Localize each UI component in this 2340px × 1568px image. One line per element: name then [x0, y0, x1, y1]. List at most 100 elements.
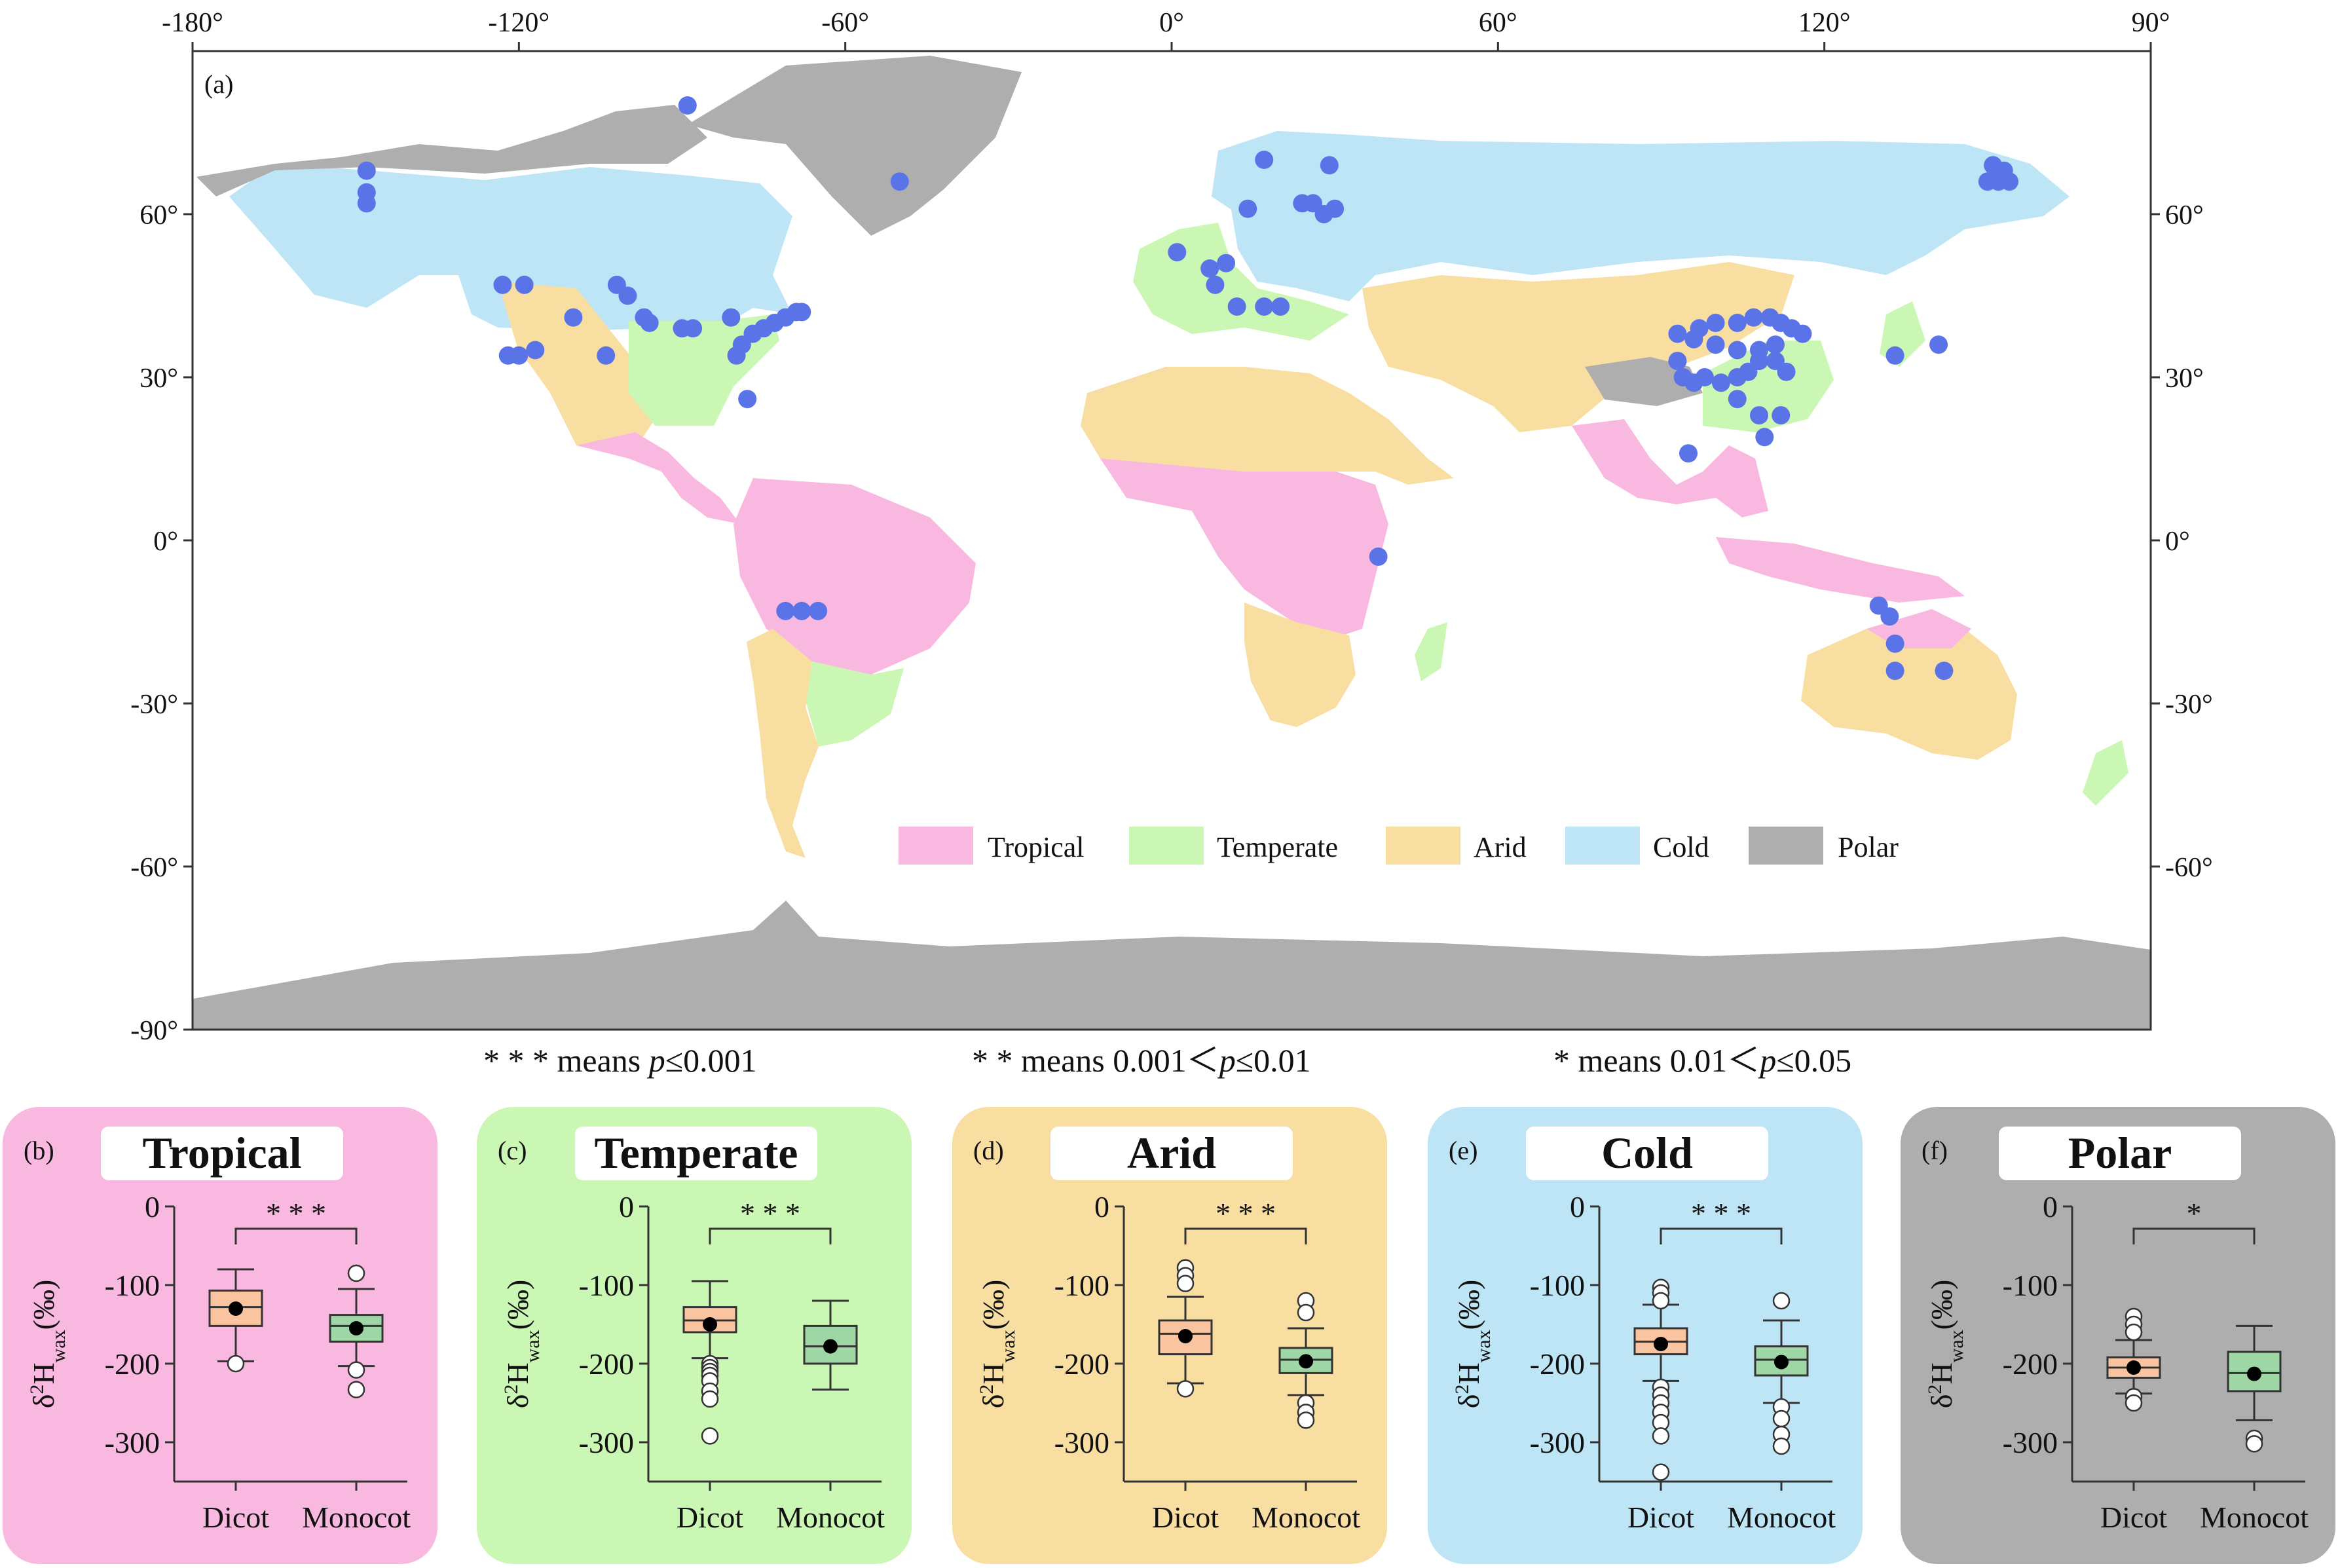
sample-site-marker — [564, 308, 583, 327]
outlier-point — [1176, 1380, 1195, 1398]
world-map-panel: -180° -120° -60° 0° 60° 120° 90° 60° 30° 0° -30° -6… — [130, 8, 2213, 1046]
sample-site-marker — [1238, 199, 1257, 218]
sample-site-marker — [1929, 335, 1948, 354]
sample-site-marker — [1706, 335, 1725, 354]
sample-site-marker — [493, 275, 512, 294]
y-tick-label: 0 — [619, 1190, 634, 1223]
legend-swatch-tropical — [899, 827, 973, 865]
y-tick-label: 0 — [1094, 1190, 1109, 1223]
significance-bracket — [1660, 1227, 1783, 1244]
panel-title-box — [1526, 1127, 1768, 1180]
significance-line-3: * means 0.01＜p≤0.05 — [1553, 1042, 1851, 1079]
significance-bracket — [234, 1227, 358, 1244]
maritime-asia-tropical-zone — [1716, 537, 1965, 603]
sample-site-marker — [1935, 662, 1954, 681]
outlier-point — [1297, 1411, 1315, 1429]
significance-key: * * * means p≤0.001 * * means 0.001＜p≤0.… — [483, 1042, 1851, 1079]
significance-stars: * * * — [740, 1197, 800, 1230]
outlier-point — [347, 1264, 365, 1282]
box-panel-cold: (e) Cold 0 -100 -200 -300 δ2Hwax(‰) Dicot Monoco… — [1428, 1107, 1863, 1564]
y-tick-label: -100 — [1530, 1269, 1585, 1302]
mean-point — [1299, 1354, 1313, 1369]
significance-stars: * * * — [1216, 1197, 1276, 1230]
y-axis-label: δ2Hwax(‰) — [1451, 1280, 1495, 1409]
y-tick-label: -300 — [2003, 1426, 2058, 1459]
map-top-tick-label: 120° — [1798, 8, 1851, 38]
box-monocot — [803, 1299, 858, 1391]
x-tick-label: Monocot — [776, 1501, 885, 1534]
climate-legend: Tropical Temperate Arid Cold Polar — [899, 827, 1899, 865]
x-tick-label: Dicot — [1152, 1501, 1219, 1534]
map-top-tick-label: -120° — [488, 8, 549, 38]
map-panel-label: (a) — [204, 69, 233, 99]
map-right-tick-label: 60° — [2165, 200, 2204, 231]
map-left-tick-label: -90° — [130, 1016, 178, 1046]
panel-background — [477, 1107, 912, 1564]
panel-title: Arid — [1127, 1128, 1216, 1178]
box-panel-polar: (f) Polar 0 -100 -200 -300 δ2Hwax(‰) Dicot Monoc… — [1901, 1107, 2335, 1564]
y-tick-label: 0 — [2043, 1190, 2058, 1223]
map-left-tick-label: 0° — [153, 527, 178, 557]
outlier-point — [1772, 1292, 1791, 1310]
sample-site-marker — [1755, 428, 1774, 447]
antarctica-polar-region — [193, 901, 2151, 1030]
y-axis-label: δ2Hwax(‰) — [976, 1280, 1019, 1409]
mean-point — [1178, 1329, 1193, 1343]
x-tick-label: Dicot — [1627, 1501, 1694, 1534]
panel-label: (e) — [1449, 1136, 1477, 1165]
sample-site-marker — [792, 601, 811, 620]
outlier-point — [2125, 1394, 2143, 1412]
y-tick-label: -100 — [1054, 1269, 1109, 1302]
sample-site-marker — [1668, 324, 1687, 343]
sample-site-marker — [722, 308, 741, 327]
sample-site-marker — [1750, 406, 1768, 425]
sample-site-marker — [1744, 308, 1763, 327]
sample-site-marker — [1369, 547, 1388, 566]
mean-point — [1774, 1354, 1789, 1370]
panel-label: (d) — [973, 1136, 1004, 1165]
sample-site-marker — [1885, 346, 1904, 365]
significance-stars: * * * — [1691, 1197, 1751, 1230]
map-top-tick-label: -60° — [821, 8, 869, 38]
map-left-tick-label: 60° — [139, 200, 178, 231]
sample-site-marker — [1217, 253, 1236, 272]
map-top-tick-label: 0° — [1159, 8, 1184, 38]
sample-site-marker — [1750, 352, 1768, 371]
x-tick-label: Monocot — [2200, 1501, 2309, 1534]
outlier-point — [1176, 1275, 1195, 1292]
legend-swatch-cold — [1565, 827, 1640, 865]
x-tick-label: Dicot — [2100, 1501, 2167, 1534]
panel-title: Tropical — [142, 1128, 301, 1178]
outlier-point — [2245, 1435, 2263, 1453]
outlier-point — [347, 1381, 365, 1398]
box-monocot — [1754, 1292, 1809, 1455]
panel-label: (b) — [24, 1136, 54, 1165]
south-america-tropical-zone — [734, 478, 976, 675]
sample-site-marker — [1227, 297, 1246, 316]
sample-site-marker — [1885, 634, 1904, 653]
panel-background — [3, 1107, 437, 1564]
box-panel-tropical: (b) Tropical 0 -100 -200 -300 δ2Hwax(‰) Dicot Mo… — [3, 1107, 437, 1564]
y-tick-label: -100 — [105, 1269, 160, 1302]
box-monocot — [2227, 1324, 2282, 1453]
map-top-tick-label: 60° — [1479, 8, 1517, 38]
significance-bracket — [709, 1227, 832, 1244]
legend-label-temperate: Temperate — [1217, 831, 1338, 863]
south-america-temperate-zone — [806, 662, 904, 747]
eurasia-cold-zone — [1212, 131, 2070, 301]
legend-swatch-arid — [1386, 827, 1460, 865]
legend-label-tropical: Tropical — [988, 831, 1085, 863]
sample-site-marker — [1206, 275, 1225, 294]
box-panel-arid: (d) Arid 0 -100 -200 -300 δ2Hwax(‰) Dicot Monoco… — [952, 1107, 1387, 1564]
sample-site-marker — [1728, 314, 1747, 332]
map-left-tick-label: 30° — [139, 364, 178, 394]
panel-title: Polar — [2068, 1128, 2172, 1178]
sample-site-marker — [1695, 368, 1714, 386]
panel-label: (c) — [498, 1136, 527, 1165]
outlier-point — [701, 1390, 719, 1408]
sample-site-marker — [1271, 297, 1290, 316]
x-tick-label: Dicot — [677, 1501, 743, 1534]
sample-site-marker — [1168, 243, 1187, 262]
box-dicot — [682, 1280, 737, 1445]
